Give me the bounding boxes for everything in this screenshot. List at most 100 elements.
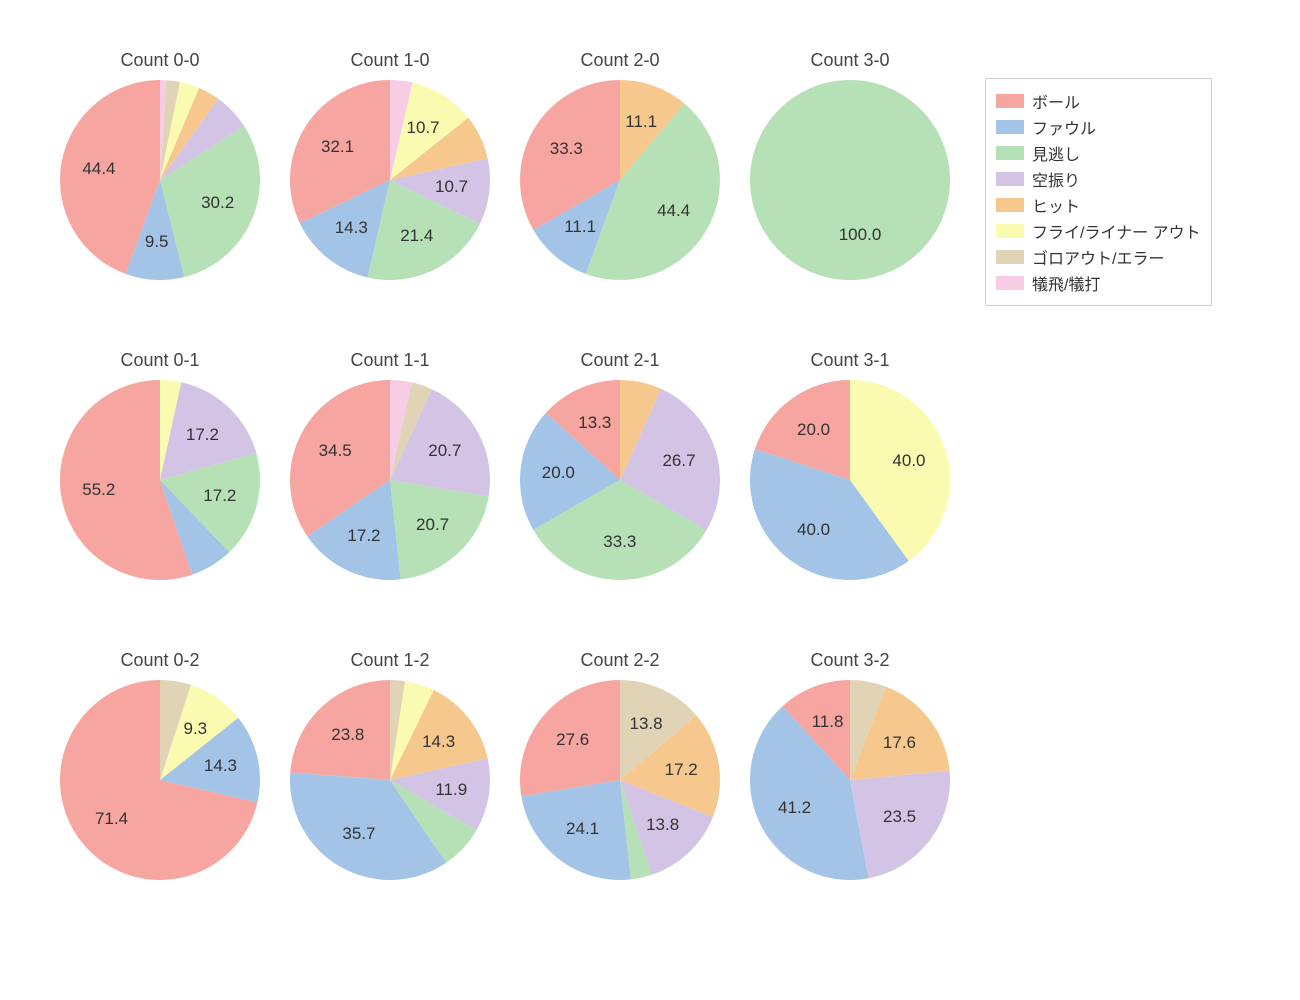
slice-label: 24.1 [566, 819, 599, 839]
slice-label: 23.5 [883, 807, 916, 827]
slice-label: 34.5 [319, 441, 352, 461]
chart-title: Count 2-2 [520, 650, 720, 671]
slice-label: 10.7 [435, 177, 468, 197]
slice-label: 32.1 [321, 137, 354, 157]
slice-label: 13.8 [630, 714, 663, 734]
legend-item: ボール [996, 89, 1201, 113]
legend: ボールファウル見逃し空振りヒットフライ/ライナー アウトゴロアウト/エラー犠飛/… [985, 78, 1212, 306]
pie-holder [520, 80, 720, 280]
legend-item: ゴロアウト/エラー [996, 245, 1201, 269]
slice-label: 35.7 [342, 824, 375, 844]
slice-label: 9.5 [145, 232, 169, 252]
legend-label: ヒット [1032, 193, 1080, 217]
slice-label: 14.3 [335, 218, 368, 238]
slice-label: 17.2 [203, 486, 236, 506]
slice-label: 20.7 [428, 441, 461, 461]
pie-holder [750, 680, 950, 880]
slice-label: 13.8 [646, 815, 679, 835]
legend-item: 見逃し [996, 141, 1201, 165]
slice-label: 17.2 [665, 760, 698, 780]
slice-label: 13.3 [578, 413, 611, 433]
legend-label: ボール [1032, 89, 1080, 113]
slice-label: 11.1 [564, 217, 596, 237]
pie-holder [750, 80, 950, 280]
pie-holder [60, 680, 260, 880]
slice-label: 11.9 [435, 780, 467, 800]
slice-label: 71.4 [95, 809, 128, 829]
chart-title: Count 3-1 [750, 350, 950, 371]
pie-chart: Count 0-271.414.39.3 [60, 680, 260, 880]
slice-label: 17.6 [883, 733, 916, 753]
legend-label: 見逃し [1032, 141, 1080, 165]
legend-swatch [996, 94, 1024, 108]
slice-label: 27.6 [556, 730, 589, 750]
slice-label: 33.3 [603, 532, 636, 552]
slice-label: 9.3 [184, 719, 208, 739]
pie-chart: Count 2-033.311.144.411.1 [520, 80, 720, 280]
slice-label: 55.2 [82, 480, 115, 500]
pie-chart: Count 3-120.040.040.0 [750, 380, 950, 580]
chart-title: Count 3-0 [750, 50, 950, 71]
legend-item: 犠飛/犠打 [996, 271, 1201, 295]
slice-label: 33.3 [550, 139, 583, 159]
legend-label: ゴロアウト/エラー [1032, 245, 1164, 269]
legend-swatch [996, 172, 1024, 186]
legend-item: ヒット [996, 193, 1201, 217]
legend-item: フライ/ライナー アウト [996, 219, 1201, 243]
chart-title: Count 3-2 [750, 650, 950, 671]
slice-label: 14.3 [422, 732, 455, 752]
pie-chart: Count 1-134.517.220.720.7 [290, 380, 490, 580]
legend-label: 犠飛/犠打 [1032, 271, 1100, 295]
pie-chart: Count 0-155.217.217.2 [60, 380, 260, 580]
chart-title: Count 1-0 [290, 50, 490, 71]
slice-label: 100.0 [839, 225, 882, 245]
pie-chart: Count 0-044.49.530.2 [60, 80, 260, 280]
chart-title: Count 2-1 [520, 350, 720, 371]
slice-label: 44.4 [82, 159, 115, 179]
chart-title: Count 0-1 [60, 350, 260, 371]
chart-title: Count 1-1 [290, 350, 490, 371]
slice-label: 17.2 [347, 526, 380, 546]
pie-holder [520, 680, 720, 880]
pie-holder [750, 380, 950, 580]
slice-label: 14.3 [204, 756, 237, 776]
slice-label: 21.4 [400, 226, 433, 246]
chart-title: Count 1-2 [290, 650, 490, 671]
legend-item: ファウル [996, 115, 1201, 139]
legend-swatch [996, 120, 1024, 134]
pie-chart: Count 2-113.320.033.326.7 [520, 380, 720, 580]
legend-swatch [996, 276, 1024, 290]
legend-swatch [996, 146, 1024, 160]
pie-chart: Count 3-211.841.223.517.6 [750, 680, 950, 880]
slice-label: 44.4 [657, 201, 690, 221]
legend-label: 空振り [1032, 167, 1080, 191]
pie-holder [290, 380, 490, 580]
pie-chart: Count 1-032.114.321.410.710.7 [290, 80, 490, 280]
legend-swatch [996, 224, 1024, 238]
slice-label: 26.7 [662, 451, 695, 471]
pie-chart: Count 2-227.624.113.817.213.8 [520, 680, 720, 880]
slice-label: 41.2 [778, 798, 811, 818]
slice-label: 10.7 [407, 118, 440, 138]
legend-item: 空振り [996, 167, 1201, 191]
slice-label: 20.0 [542, 463, 575, 483]
slice-label: 11.8 [812, 712, 844, 732]
slice-label: 40.0 [892, 451, 925, 471]
slice-label: 23.8 [331, 725, 364, 745]
slice-label: 11.1 [625, 112, 657, 132]
chart-canvas: Count 0-0 44.4 9.5 30.2 Count 1-0 32.1 14.3 21.… [0, 0, 1300, 1000]
slice-label: 20.0 [797, 420, 830, 440]
slice-label: 20.7 [416, 515, 449, 535]
slice-label: 17.2 [186, 425, 219, 445]
pie-chart: Count 1-223.835.711.914.3 [290, 680, 490, 880]
legend-swatch [996, 250, 1024, 264]
chart-title: Count 0-2 [60, 650, 260, 671]
legend-swatch [996, 198, 1024, 212]
chart-title: Count 2-0 [520, 50, 720, 71]
slice-label: 40.0 [797, 520, 830, 540]
chart-title: Count 0-0 [60, 50, 260, 71]
legend-label: フライ/ライナー アウト [1032, 219, 1201, 243]
pie-chart: Count 3-0100.0 [750, 80, 950, 280]
legend-label: ファウル [1032, 115, 1096, 139]
slice-label: 30.2 [201, 193, 234, 213]
